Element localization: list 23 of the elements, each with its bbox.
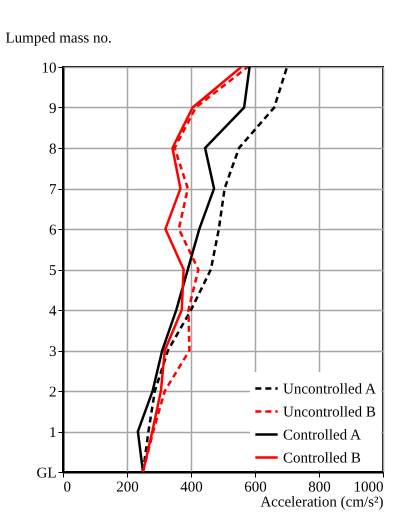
y-tick-label: GL — [36, 466, 56, 482]
y-axis-title: Lumped mass no. — [6, 30, 112, 46]
x-tick-label: 0 — [64, 480, 71, 496]
y-tick-label: 4 — [49, 304, 57, 320]
y-tick-label: 1 — [49, 425, 56, 441]
y-tick-label: 2 — [49, 384, 56, 400]
x-tick-label: 800 — [308, 480, 331, 496]
y-tick-label: 9 — [49, 101, 56, 117]
y-tick-label: 7 — [49, 182, 57, 198]
y-tick-label: 8 — [49, 142, 56, 158]
x-tick-label: 1000 — [354, 480, 384, 496]
x-tick-label: 200 — [116, 480, 139, 496]
legend-label: Uncontrolled A — [283, 382, 376, 398]
legend-label: Controlled A — [283, 428, 362, 444]
legend-label: Controlled B — [283, 450, 361, 466]
x-axis-title: Acceleration (cm/s²) — [260, 494, 384, 510]
y-tick-label: 5 — [49, 263, 56, 279]
y-tick-label: 3 — [49, 344, 56, 360]
y-tick-label: 6 — [49, 222, 57, 238]
legend-label: Uncontrolled B — [283, 404, 376, 420]
x-tick-label: 400 — [180, 480, 203, 496]
x-tick-label: 600 — [244, 480, 267, 496]
y-tick-label: 10 — [42, 60, 56, 76]
